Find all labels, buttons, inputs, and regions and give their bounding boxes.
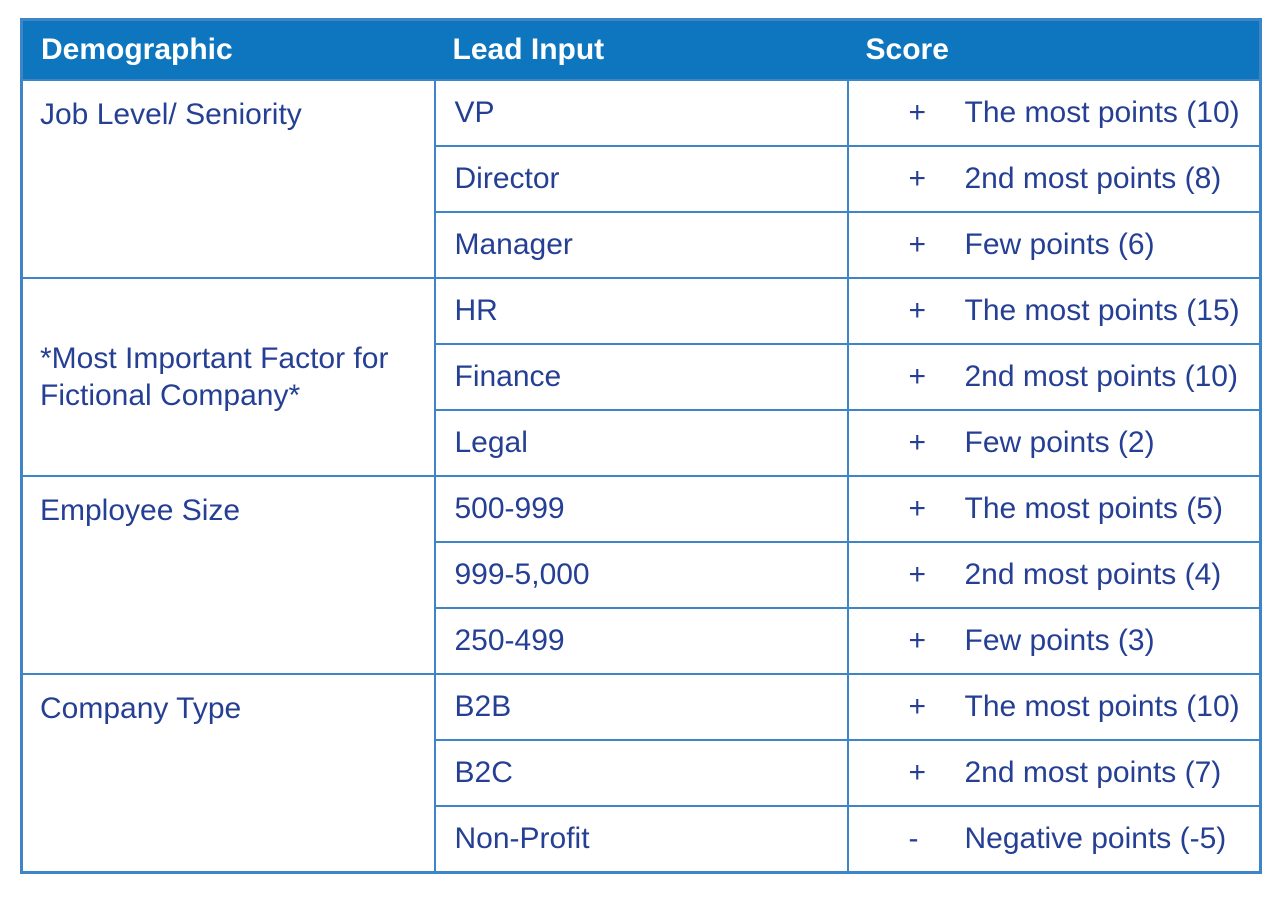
score-sign: + — [908, 426, 927, 459]
score-inner: + The most points (10) — [849, 690, 1260, 724]
score-cell: + The most points (10) — [846, 673, 1262, 741]
score-sign: + — [908, 228, 927, 261]
lead-input-cell: 999-5,000 — [433, 541, 849, 609]
score-sign: + — [908, 294, 927, 327]
score-label: Few points (2) — [964, 426, 1155, 459]
score-cell: +2nd most points (4) — [846, 541, 1262, 609]
demographic-cell: *Most Important Factor for Fictional Com… — [20, 277, 436, 477]
table-row: Job Level/ Seniority VP + The most points (… — [20, 79, 1262, 279]
table-row: Employee Size 500-999 + The most points (5) — [20, 475, 1262, 675]
score-label: The most points (10) — [964, 690, 1240, 723]
table-row: Manager + Few points (6) — [22, 211, 1262, 279]
score-cell: +2nd most points (7) — [846, 739, 1262, 807]
score-inner: - Negative points (-5) — [849, 822, 1260, 856]
lead-input-value: HR — [454, 294, 498, 327]
lead-input-cell: HR — [433, 277, 849, 345]
table-row: Legal + Few points (2) — [22, 409, 1262, 477]
score-inner: +2nd most points (8) — [849, 162, 1260, 196]
score-inner: + The most points (5) — [849, 492, 1260, 526]
lead-scoring-table: Demographic Lead Input Score Job Level/ … — [20, 18, 1262, 874]
lead-input-cell: B2B — [433, 673, 849, 741]
score-sign: + — [908, 558, 927, 591]
score-inner: + Few points (3) — [849, 624, 1260, 658]
score-cell: + Few points (6) — [846, 211, 1262, 279]
table-row: 250-499 + Few points (3) — [22, 607, 1262, 675]
score-sign: - — [908, 822, 919, 855]
score-label: The most points (15) — [964, 294, 1240, 327]
score-sign: + — [908, 492, 927, 525]
demographic-cell: Employee Size — [20, 475, 436, 675]
score-label: The most points (10) — [964, 96, 1240, 129]
score-cell: + The most points (10) — [846, 79, 1262, 147]
table-row: Director +2nd most points (8) — [22, 145, 1262, 213]
score-sign: + — [908, 690, 927, 723]
score-sign: + — [908, 624, 927, 657]
lead-input-value: Finance — [454, 360, 562, 393]
score-cell: +2nd most points (8) — [846, 145, 1262, 213]
lead-input-cell: Finance — [433, 343, 849, 411]
score-label: 2nd most points (7) — [964, 756, 1222, 789]
score-inner: +2nd most points (10) — [849, 360, 1260, 394]
score-label: 2nd most points (4) — [964, 558, 1222, 591]
score-label: Negative points (-5) — [964, 822, 1227, 855]
table-row: 999-5,000 +2nd most points (4) — [22, 541, 1262, 609]
lead-input-value: B2B — [454, 690, 512, 723]
score-label: The most points (5) — [964, 492, 1223, 525]
score-inner: +2nd most points (4) — [849, 558, 1260, 592]
demographic-cell: Job Level/ Seniority — [20, 79, 436, 279]
lead-input-value: Manager — [454, 228, 573, 261]
table-row: *Most Important Factor for Fictional Com… — [20, 277, 1262, 477]
score-inner: + Few points (6) — [849, 228, 1260, 262]
score-cell: - Negative points (-5) — [846, 805, 1262, 874]
table-row: Non-Profit - Negative points (-5) — [22, 805, 1262, 874]
lead-input-value: VP — [454, 96, 495, 129]
score-label: Few points (3) — [964, 624, 1155, 657]
lead-input-value: Director — [454, 162, 560, 195]
column-header-demographic: Demographic — [21, 19, 435, 80]
column-header-lead-input: Lead Input — [434, 19, 848, 80]
column-header-score: Score — [847, 19, 1261, 80]
score-inner: + The most points (10) — [849, 96, 1260, 130]
lead-input-cell: Manager — [433, 211, 849, 279]
lead-input-value: B2C — [454, 756, 513, 789]
score-sign: + — [908, 756, 927, 789]
lead-input-value: 999-5,000 — [454, 558, 590, 591]
score-cell: + The most points (5) — [846, 475, 1262, 543]
demographic-label: Company Type — [40, 692, 242, 725]
demographic-cell: Company Type — [20, 673, 436, 874]
header-row: Demographic Lead Input Score — [21, 19, 1261, 80]
score-label: Few points (6) — [964, 228, 1155, 261]
table-row: Finance +2nd most points (10) — [22, 343, 1262, 411]
score-inner: +2nd most points (7) — [849, 756, 1260, 790]
lead-input-cell: Non-Profit — [433, 805, 849, 874]
table-row: Company Type B2B + The most points (10) — [20, 673, 1262, 874]
score-cell: + Few points (3) — [846, 607, 1262, 675]
score-sign: + — [908, 96, 927, 129]
demographic-label: Job Level/ Seniority — [40, 98, 302, 131]
lead-input-value: 250-499 — [454, 624, 565, 657]
demographic-label: *Most Important Factor for Fictional Com… — [40, 342, 389, 412]
score-inner: + The most points (15) — [849, 294, 1260, 328]
score-cell: + The most points (15) — [846, 277, 1262, 345]
lead-input-value: Legal — [454, 426, 528, 459]
lead-input-cell: 500-999 — [433, 475, 849, 543]
lead-input-cell: VP — [433, 79, 849, 147]
lead-input-value: 500-999 — [454, 492, 565, 525]
lead-input-cell: B2C — [433, 739, 849, 807]
lead-input-cell: Director — [433, 145, 849, 213]
score-cell: + Few points (2) — [846, 409, 1262, 477]
lead-input-cell: 250-499 — [433, 607, 849, 675]
score-label: 2nd most points (10) — [964, 360, 1238, 393]
score-sign: + — [908, 162, 927, 195]
table-row: B2C +2nd most points (7) — [22, 739, 1262, 807]
lead-input-cell: Legal — [433, 409, 849, 477]
score-label: 2nd most points (8) — [964, 162, 1222, 195]
demographic-label: Employee Size — [40, 494, 241, 527]
score-cell: +2nd most points (10) — [846, 343, 1262, 411]
score-sign: + — [908, 360, 927, 393]
lead-input-value: Non-Profit — [454, 822, 590, 855]
score-inner: + Few points (2) — [849, 426, 1260, 460]
